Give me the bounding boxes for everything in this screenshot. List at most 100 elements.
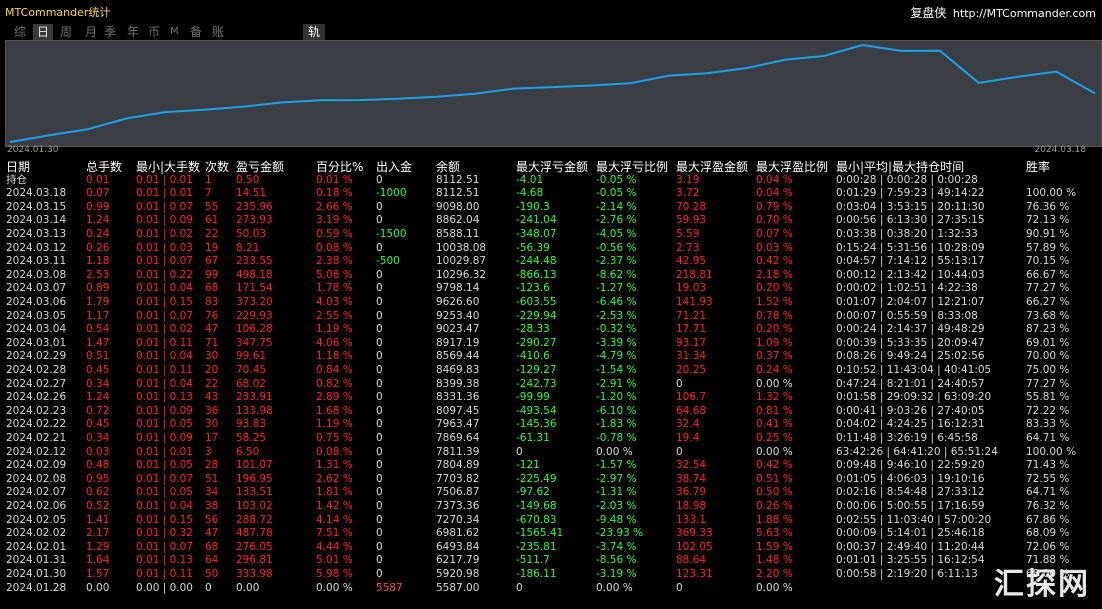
table-row[interactable]: 2024.02.06 0.52 0.01 | 0.04 38 103.02 1.42 % 0… <box>0 500 1102 514</box>
tab-8[interactable]: 备 <box>190 25 203 39</box>
cell-pct: 1.42 % <box>316 499 353 512</box>
cell-pl: 235.96 <box>236 200 273 213</box>
cell-fp_pct: 0.79 % <box>756 200 793 213</box>
cell-minmax: 0.01 | 0.07 <box>136 200 193 213</box>
tab-5[interactable]: 年 <box>127 25 140 39</box>
table-row[interactable]: 2024.03.13 0.24 0.01 | 0.02 22 50.03 0.59 % -1… <box>0 228 1102 242</box>
brand[interactable]: 复盘侠 http://MTCommander.com <box>910 4 1096 21</box>
cell-balance: 7869.64 <box>436 431 480 444</box>
table-row[interactable]: 2024.03.15 0.99 0.01 | 0.07 55 235.96 2.66 % 0… <box>0 201 1102 215</box>
cell-minmax: 0.01 | 0.22 <box>136 268 193 281</box>
cell-flow: 0 <box>376 404 383 417</box>
table-row[interactable]: 2024.03.06 1.79 0.01 | 0.15 83 373.20 4.03 % 0… <box>0 296 1102 310</box>
table-row[interactable]: 2024.02.12 0.03 0.01 | 0.01 3 6.50 0.08 % 0 781… <box>0 446 1102 460</box>
cell-date: 2024.02.02 <box>6 527 67 540</box>
table-row[interactable]: 2024.01.30 1.57 0.01 | 0.11 50 333.98 5.98 % 0… <box>0 568 1102 582</box>
cell-time: 0:04:57 | 7:14:12 | 55:13:17 <box>836 255 985 268</box>
cell-count: 17 <box>205 431 219 444</box>
table-row[interactable]: 2024.02.27 0.34 0.01 | 0.04 22 68.02 0.82 % 0 8… <box>0 378 1102 392</box>
cell-balance: 8112.51 <box>436 187 480 200</box>
table-row[interactable]: 2024.03.04 0.54 0.01 | 0.02 47 106.28 1.19 % 0… <box>0 323 1102 337</box>
cell-pct: 2.55 % <box>316 309 353 322</box>
table-row[interactable]: 2024.02.02 2.17 0.01 | 0.32 47 487.78 7.51 % 0… <box>0 527 1102 541</box>
cell-fp_pct: 1.52 % <box>756 295 793 308</box>
tab-7[interactable]: M <box>170 26 179 37</box>
cell-win: 67.86 % <box>1026 513 1070 526</box>
cell-fp_pct: 0.42 % <box>756 255 793 268</box>
table-row[interactable]: 2024.02.29 0.51 0.01 | 0.04 30 99.61 1.18 % 0 8… <box>0 350 1102 364</box>
cell-fl_amt: -225.49 <box>516 472 557 485</box>
cell-lots: 1.47 <box>86 336 110 349</box>
cell-count: 19 <box>205 241 219 254</box>
table-row[interactable]: 2024.01.28 0.00 0.00 | 0.00 0 0.00 0.00 % 5587… <box>0 582 1102 596</box>
tab-4[interactable]: 季 <box>104 25 117 39</box>
cell-pct: 4.14 % <box>316 513 353 526</box>
cell-balance: 5920.98 <box>436 567 480 580</box>
table-row[interactable]: 2024.02.21 0.34 0.01 | 0.09 17 58.25 0.75 % 0 7… <box>0 432 1102 446</box>
hold-row[interactable]: 持仓 0.01 0.01 | 0.01 1 0.50 0.01 % 0 8112.51 -4.0… <box>0 174 1102 188</box>
cell-fl_amt: -348.07 <box>516 227 557 240</box>
cell-flow: 0 <box>376 391 383 404</box>
cell-lots: 0.45 <box>86 418 110 431</box>
cell-fp_amt: 3.72 <box>676 187 700 200</box>
table-row[interactable]: 2024.03.14 1.24 0.01 | 0.09 61 273.93 3.19 % 0… <box>0 214 1102 228</box>
cell-flow: 0 <box>376 173 383 186</box>
cell-fp_amt: 31.34 <box>676 350 707 363</box>
cell-balance: 5587.00 <box>436 581 480 594</box>
tab-track[interactable]: 轨迹 <box>303 24 326 55</box>
cell-pl: 8.21 <box>236 241 260 254</box>
table-row[interactable]: 2024.02.08 0.95 0.01 | 0.07 51 196.95 2.62 % 0… <box>0 473 1102 487</box>
cell-date: 2024.03.13 <box>6 227 67 240</box>
table-row[interactable]: 2024.03.05 1.17 0.01 | 0.07 76 229.93 2.55 % 0… <box>0 310 1102 324</box>
cell-fp_amt: 32.4 <box>676 418 700 431</box>
cell-win: 72.13 % <box>1026 214 1070 227</box>
cell-pl: 50.03 <box>236 227 267 240</box>
tab-0[interactable]: 综 <box>14 25 27 39</box>
table-row[interactable]: 2024.02.26 1.24 0.01 | 0.13 43 233.91 2.89 % 0… <box>0 391 1102 405</box>
cell-balance: 9798.14 <box>436 282 480 295</box>
cell-win: 76.36 % <box>1026 200 1070 213</box>
table-row[interactable]: 2024.03.12 0.26 0.01 | 0.03 19 8.21 0.08 % 0 10… <box>0 242 1102 256</box>
table-row[interactable]: 2024.01.31 1.64 0.01 | 0.13 64 296.81 5.01 % 0… <box>0 554 1102 568</box>
cell-pl: 0.50 <box>236 173 260 186</box>
cell-pct: 4.44 % <box>316 540 353 553</box>
table-row[interactable]: 2024.03.18 0.07 0.01 | 0.01 7 14.51 0.18 % -10… <box>0 187 1102 201</box>
tab-9[interactable]: 账户 <box>212 25 225 55</box>
table-row[interactable]: 2024.02.09 0.48 0.01 | 0.05 28 101.07 1.31 % 0… <box>0 459 1102 473</box>
table-row[interactable]: 2024.03.01 1.47 0.01 | 0.11 71 347.75 4.06 % 0… <box>0 337 1102 351</box>
table-row[interactable]: 2024.02.05 1.41 0.01 | 0.15 56 288.72 4.14 % 0… <box>0 514 1102 528</box>
cell-fl_amt: -186.11 <box>516 567 557 580</box>
cell-date: 2024.03.18 <box>6 187 67 200</box>
cell-balance: 6217.79 <box>436 554 480 567</box>
cell-flow: 0 <box>376 200 383 213</box>
col-header-4: 盈亏金额 <box>236 160 285 174</box>
watermark-text: 汇探网 <box>994 567 1090 602</box>
tab-2[interactable]: 周 <box>60 25 73 39</box>
cell-date: 2024.01.30 <box>6 567 67 580</box>
cell-fl_amt: -493.54 <box>516 404 557 417</box>
cell-balance: 9023.47 <box>436 323 480 336</box>
cell-lots: 2.53 <box>86 268 110 281</box>
cell-fl_amt: -1565.41 <box>516 527 564 540</box>
cell-count: 71 <box>205 336 219 349</box>
cell-minmax: 0.01 | 0.01 <box>136 187 193 200</box>
tab-6[interactable]: 币 <box>148 25 161 39</box>
cell-win: 77.27 % <box>1026 282 1070 295</box>
cell-pct: 4.03 % <box>316 295 353 308</box>
brand-url[interactable]: http://MTCommander.com <box>952 7 1096 20</box>
table-row[interactable]: 2024.02.23 0.72 0.01 | 0.09 36 133.98 1.68 % 0… <box>0 405 1102 419</box>
cell-time: 0:00:28 | 0:00:28 | 0:00:28 <box>836 173 978 186</box>
table-row[interactable]: 2024.02.01 1.29 0.01 | 0.07 68 276.05 4.44 % 0… <box>0 541 1102 555</box>
table-row[interactable]: 2024.03.11 1.18 0.01 | 0.07 67 233.55 2.38 % -… <box>0 255 1102 269</box>
table-row[interactable]: 2024.03.08 2.53 0.01 | 0.22 99 498.18 5.08 % 0… <box>0 269 1102 283</box>
table-row[interactable]: 2024.02.22 0.45 0.01 | 0.05 30 93.83 1.19 % 0 7… <box>0 418 1102 432</box>
table-row[interactable]: 2024.03.07 0.89 0.01 | 0.04 68 171.54 1.78 % 0… <box>0 282 1102 296</box>
tab-1[interactable]: 日 <box>33 24 54 40</box>
table-row[interactable]: 2024.02.07 0.62 0.01 | 0.05 34 133.51 1.81 % 0… <box>0 486 1102 500</box>
col-header-2: 最小|大手数 <box>136 160 201 174</box>
col-header-10: 最大浮盈金额 <box>676 160 749 174</box>
cell-count: 51 <box>205 472 219 485</box>
tab-3[interactable]: 月 <box>85 25 98 39</box>
table-row[interactable]: 2024.02.28 0.45 0.01 | 0.11 20 70.45 0.84 % 0 8… <box>0 364 1102 378</box>
stats-table: 日期 总手数 最小|大手数 次数 盈亏金额 百分比% 出入金 余额 最大浮亏金额 最大浮亏比例 最大… <box>0 158 1102 609</box>
